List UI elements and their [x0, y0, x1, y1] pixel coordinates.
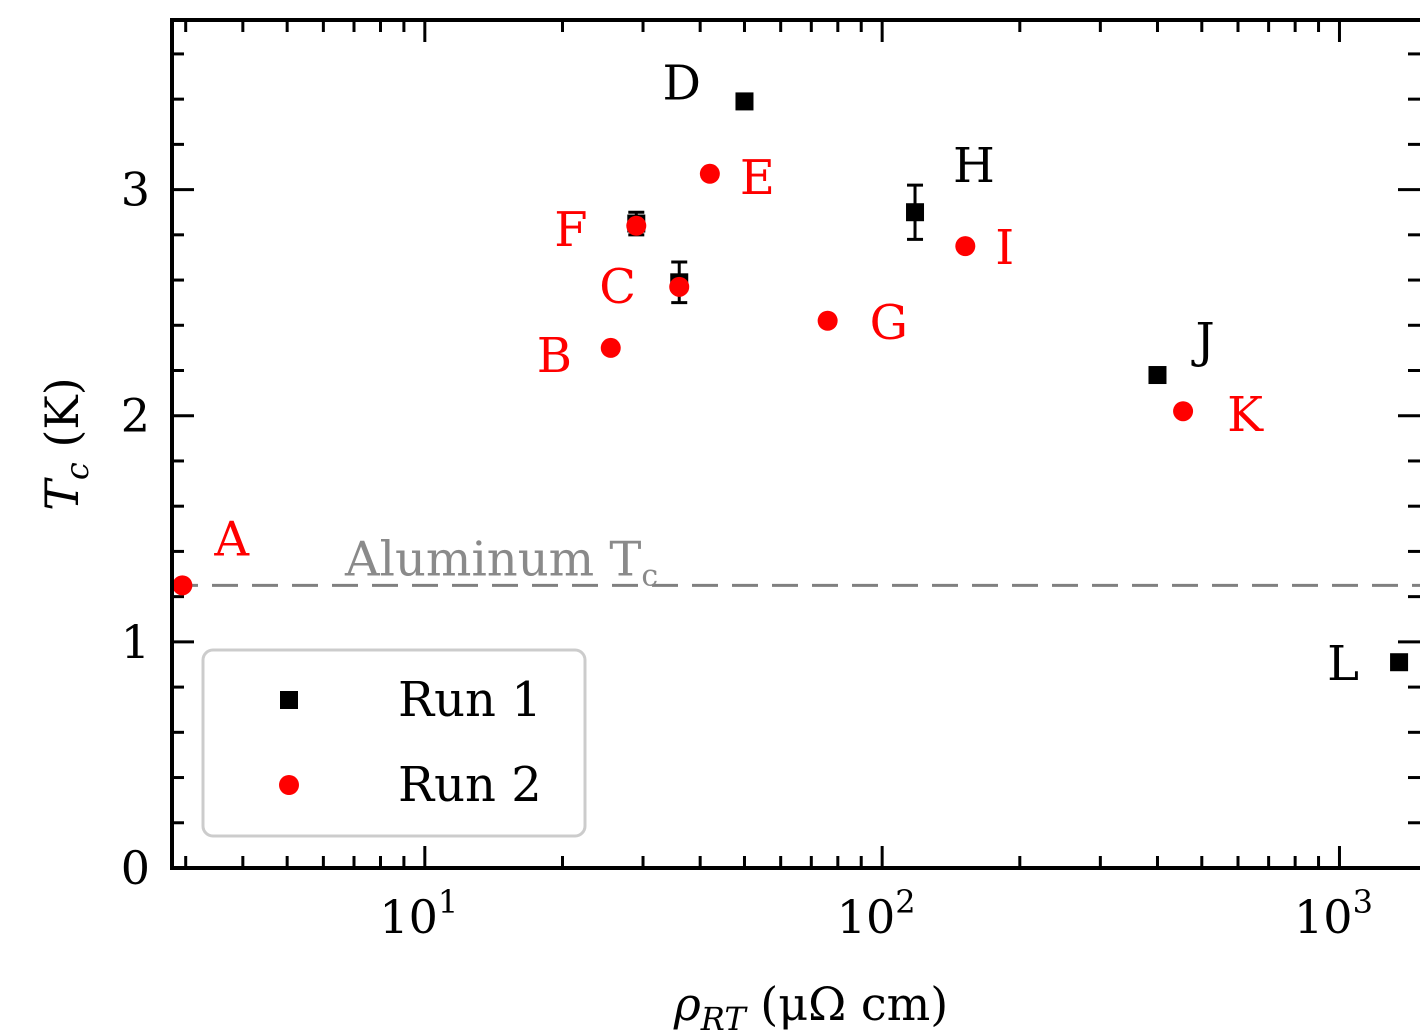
y-tick-label: 1 — [121, 615, 150, 669]
x-tick-base: 10 — [837, 890, 896, 944]
data-point-square — [1390, 653, 1409, 672]
x-tick-exponent: 3 — [1353, 883, 1373, 921]
y-axis-title: Tc (K) — [35, 377, 96, 511]
point-label: F — [554, 202, 587, 258]
x-tick-label: 101 — [379, 883, 458, 944]
y-tick-label: 2 — [121, 389, 150, 443]
x-axis-title-unit: (μΩ cm) — [746, 977, 949, 1031]
x-tick-label: 103 — [1294, 883, 1373, 944]
x-tick-exponent: 1 — [438, 883, 458, 921]
legend-label: Run 1 — [398, 672, 542, 728]
reference-line-layer: Aluminum Tc — [172, 531, 1420, 593]
data-point-circle — [1173, 401, 1194, 422]
point-label: A — [213, 511, 250, 567]
point-label: K — [1227, 387, 1264, 443]
y-tick-label: 3 — [121, 163, 150, 217]
point-label: G — [870, 295, 908, 351]
y-axis-title-unit: (K) — [35, 377, 89, 462]
plot-frame — [170, 18, 1420, 870]
data-point-circle — [669, 276, 690, 297]
points-layer — [172, 92, 1409, 672]
data-point-circle — [172, 575, 193, 596]
point-label: H — [953, 138, 995, 194]
point-labels-layer: D H J L A BC E F G I K — [213, 55, 1359, 692]
x-tick-base: 10 — [379, 890, 438, 944]
data-point-square — [906, 203, 925, 222]
data-point-square — [735, 92, 754, 111]
data-point-circle — [626, 215, 647, 236]
point-label: C — [599, 259, 636, 315]
point-label: B — [537, 328, 572, 384]
point-label: D — [662, 55, 700, 111]
y-axis-title-symbol: T — [35, 477, 89, 511]
x-axis-title-subscript: RT — [700, 1000, 749, 1033]
x-tick-label: 102 — [837, 883, 916, 944]
legend-marker-square — [280, 691, 298, 709]
data-point-circle — [955, 236, 976, 257]
aluminum-tc-label: Aluminum Tc — [344, 531, 658, 593]
point-label: J — [1190, 313, 1214, 369]
x-axis-title-symbol: ρ — [673, 977, 701, 1031]
legend: Run 1 Run 2 — [201, 648, 587, 838]
y-tick-label: 0 — [121, 841, 150, 895]
point-label: E — [740, 150, 775, 206]
legend-box — [201, 648, 587, 838]
data-point-circle — [699, 163, 720, 184]
point-label: L — [1327, 636, 1359, 692]
legend-marker-circle — [279, 775, 299, 795]
point-label: I — [995, 220, 1014, 276]
x-axis-title: ρRT (μΩ cm) — [673, 977, 948, 1033]
x-tick-base: 10 — [1294, 890, 1353, 944]
data-point-square — [1148, 366, 1167, 385]
aluminum-tc-label-main: Aluminum T — [344, 531, 641, 587]
axis-titles: ρRT (μΩ cm) Tc (K) — [35, 377, 948, 1033]
legend-label: Run 2 — [398, 757, 542, 813]
data-point-circle — [600, 337, 621, 358]
data-point-circle — [817, 310, 838, 331]
aluminum-tc-label-sub: c — [641, 558, 658, 593]
y-axis-title-subscript: c — [58, 462, 96, 480]
x-tick-exponent: 2 — [895, 883, 915, 921]
